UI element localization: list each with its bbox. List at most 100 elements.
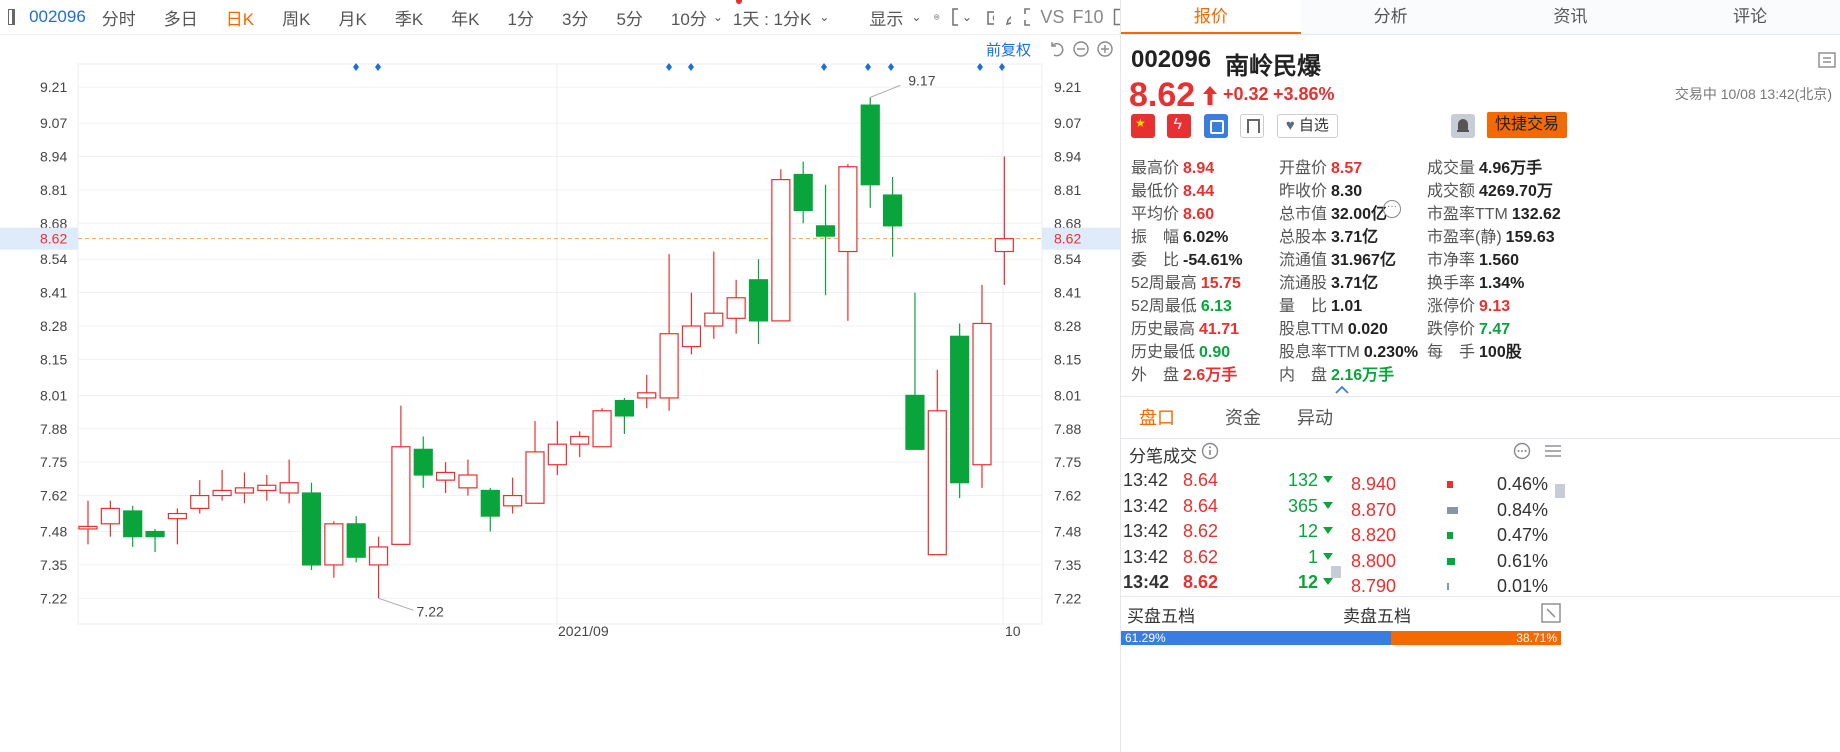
candle-body [257, 484, 277, 492]
subtab-1[interactable]: 资金 [1225, 408, 1261, 428]
distribution-price: 8.800 [1351, 550, 1397, 571]
quick-trade-button[interactable]: 快捷交易 [1487, 112, 1567, 138]
more-icon[interactable] [1513, 442, 1531, 460]
subtab-0[interactable]: 盘口 [1139, 408, 1175, 428]
stat-value: 0.020 [1347, 321, 1388, 338]
watchlist-label: 自选 [1298, 117, 1329, 134]
adjust-button[interactable]: 前复权 [986, 42, 1032, 59]
stat-label: 总市值 [1279, 206, 1328, 223]
period-tab[interactable]: 10分 [670, 9, 707, 29]
event-marker-icon[interactable] [977, 63, 983, 71]
stat-value: 8.60 [1183, 206, 1215, 223]
stat-value: 4.96万手 [1479, 160, 1543, 177]
tick-volume: 132 [1287, 470, 1318, 490]
bell-icon[interactable] [1451, 114, 1475, 138]
distribution-pct: 0.46% [1496, 474, 1548, 494]
y-tick-label-left: 8.41 [40, 285, 67, 301]
zoom-in-icon[interactable] [1096, 40, 1114, 58]
period-tab[interactable]: 3分 [561, 9, 589, 29]
stock-code[interactable]: 002096 [29, 7, 86, 26]
candle-body [123, 510, 143, 538]
panel-toggle-icon[interactable] [1113, 8, 1120, 26]
tab-quote-1[interactable]: 分析 [1373, 7, 1408, 26]
sidebar-toggle-icon[interactable] [8, 9, 16, 25]
stat-label: 量 比 [1279, 298, 1328, 315]
menu-icon[interactable] [1818, 52, 1836, 68]
period-tab[interactable]: 1分 [507, 9, 534, 29]
sell-arrow-icon [1323, 501, 1333, 509]
sell-arrow-icon [1323, 578, 1333, 585]
list-icon[interactable] [1543, 442, 1563, 460]
expand-icon[interactable] [1541, 603, 1561, 623]
period-tab[interactable]: 多日 [163, 9, 198, 29]
candle-body [972, 322, 992, 466]
event-marker-icon[interactable] [353, 63, 359, 71]
event-marker-icon[interactable] [688, 63, 694, 71]
pencil-icon[interactable] [1004, 7, 1012, 27]
multi-period-select[interactable]: 1天 : 1分K [732, 9, 812, 29]
chevron-down-icon[interactable]: ⌄ [712, 10, 723, 24]
stat-value: 100股 [1479, 344, 1522, 361]
tab-quote-3[interactable]: 评论 [1733, 7, 1768, 26]
candle-body [503, 494, 523, 507]
candle-body [570, 435, 590, 445]
y-tick-label-left: 9.07 [40, 115, 67, 131]
tick-volume: 365 [1287, 495, 1318, 516]
candle-body [458, 474, 478, 489]
camera-icon[interactable] [986, 7, 994, 27]
scrollbar[interactable] [1331, 566, 1341, 578]
tick-time: 13:42 [1123, 546, 1169, 567]
event-marker-icon[interactable] [865, 63, 871, 71]
tab-quote-0[interactable]: 报价 [1121, 0, 1301, 34]
candle-body [190, 494, 210, 510]
flash-icon[interactable]: ϟ [1167, 114, 1192, 138]
info-icon[interactable] [1201, 442, 1219, 460]
event-marker-icon[interactable] [888, 63, 894, 71]
collapse-chevron-icon[interactable] [1335, 384, 1349, 394]
stat-label: 市盈率(静) [1427, 229, 1502, 246]
zoom-out-icon[interactable] [1072, 40, 1090, 58]
f10-button[interactable]: F10 [1072, 6, 1104, 27]
period-tab[interactable]: 日K [225, 9, 255, 29]
settings-icon[interactable] [933, 7, 940, 27]
y-tick-label-left: 7.88 [40, 421, 67, 437]
event-marker-icon[interactable] [375, 63, 381, 71]
vs-button[interactable]: VS [1040, 6, 1065, 27]
period-tab[interactable]: 分时 [101, 9, 136, 29]
current-price-label-right: 8.62 [1054, 231, 1081, 247]
high-annotation: 9.17 [908, 72, 935, 88]
y-tick-label-right: 7.48 [1054, 524, 1081, 540]
stat-value: 4269.70万 [1479, 183, 1553, 200]
event-marker-icon[interactable] [999, 63, 1005, 71]
tab-quote-2[interactable]: 资讯 [1553, 7, 1588, 26]
chevron-down-icon[interactable]: ⌄ [819, 10, 830, 24]
checkbox-icon[interactable] [951, 7, 958, 27]
event-marker-icon[interactable] [821, 63, 827, 71]
chevron-down-icon[interactable]: ⌄ [961, 10, 972, 24]
display-menu[interactable]: 显示 [869, 9, 904, 29]
stat-item: 股息TTM 0.020 [1279, 315, 1388, 339]
candle-body [100, 507, 120, 525]
bookmark-icon[interactable] [1240, 114, 1265, 138]
event-marker-icon[interactable] [666, 63, 672, 71]
tag-icon[interactable] [1203, 114, 1228, 138]
period-tab[interactable]: 季K [394, 9, 424, 29]
tick-price: 8.64 [1183, 470, 1219, 490]
subtab-2[interactable]: 异动 [1297, 408, 1333, 428]
more-icon[interactable]: ··· [1383, 200, 1401, 218]
badge-row: ★ ϟ ♥ 自选 [1131, 114, 1338, 140]
stat-item: 市盈率TTM 132.62 [1427, 200, 1561, 224]
y-tick-label-left: 7.75 [40, 454, 67, 470]
watchlist-button[interactable]: ♥ 自选 [1276, 114, 1338, 138]
candlestick-chart[interactable]: 9.21 9.21 9.07 9.07 8.94 8.94 8.81 8.81 8.68 8.68… [0, 34, 1120, 752]
stat-item: 开盘价 8.57 [1279, 154, 1362, 178]
chevron-down-icon[interactable]: ⌄ [911, 10, 922, 24]
period-tab[interactable]: 年K [451, 9, 480, 29]
period-tab[interactable]: 周K [282, 9, 311, 29]
period-tab[interactable]: 5分 [616, 9, 643, 29]
tick-price: 8.62 [1183, 572, 1219, 592]
period-tab[interactable]: 月K [338, 9, 367, 29]
scrollbar[interactable] [1555, 484, 1565, 498]
undo-icon[interactable] [1048, 40, 1066, 58]
fullscreen-icon[interactable] [1023, 7, 1031, 27]
